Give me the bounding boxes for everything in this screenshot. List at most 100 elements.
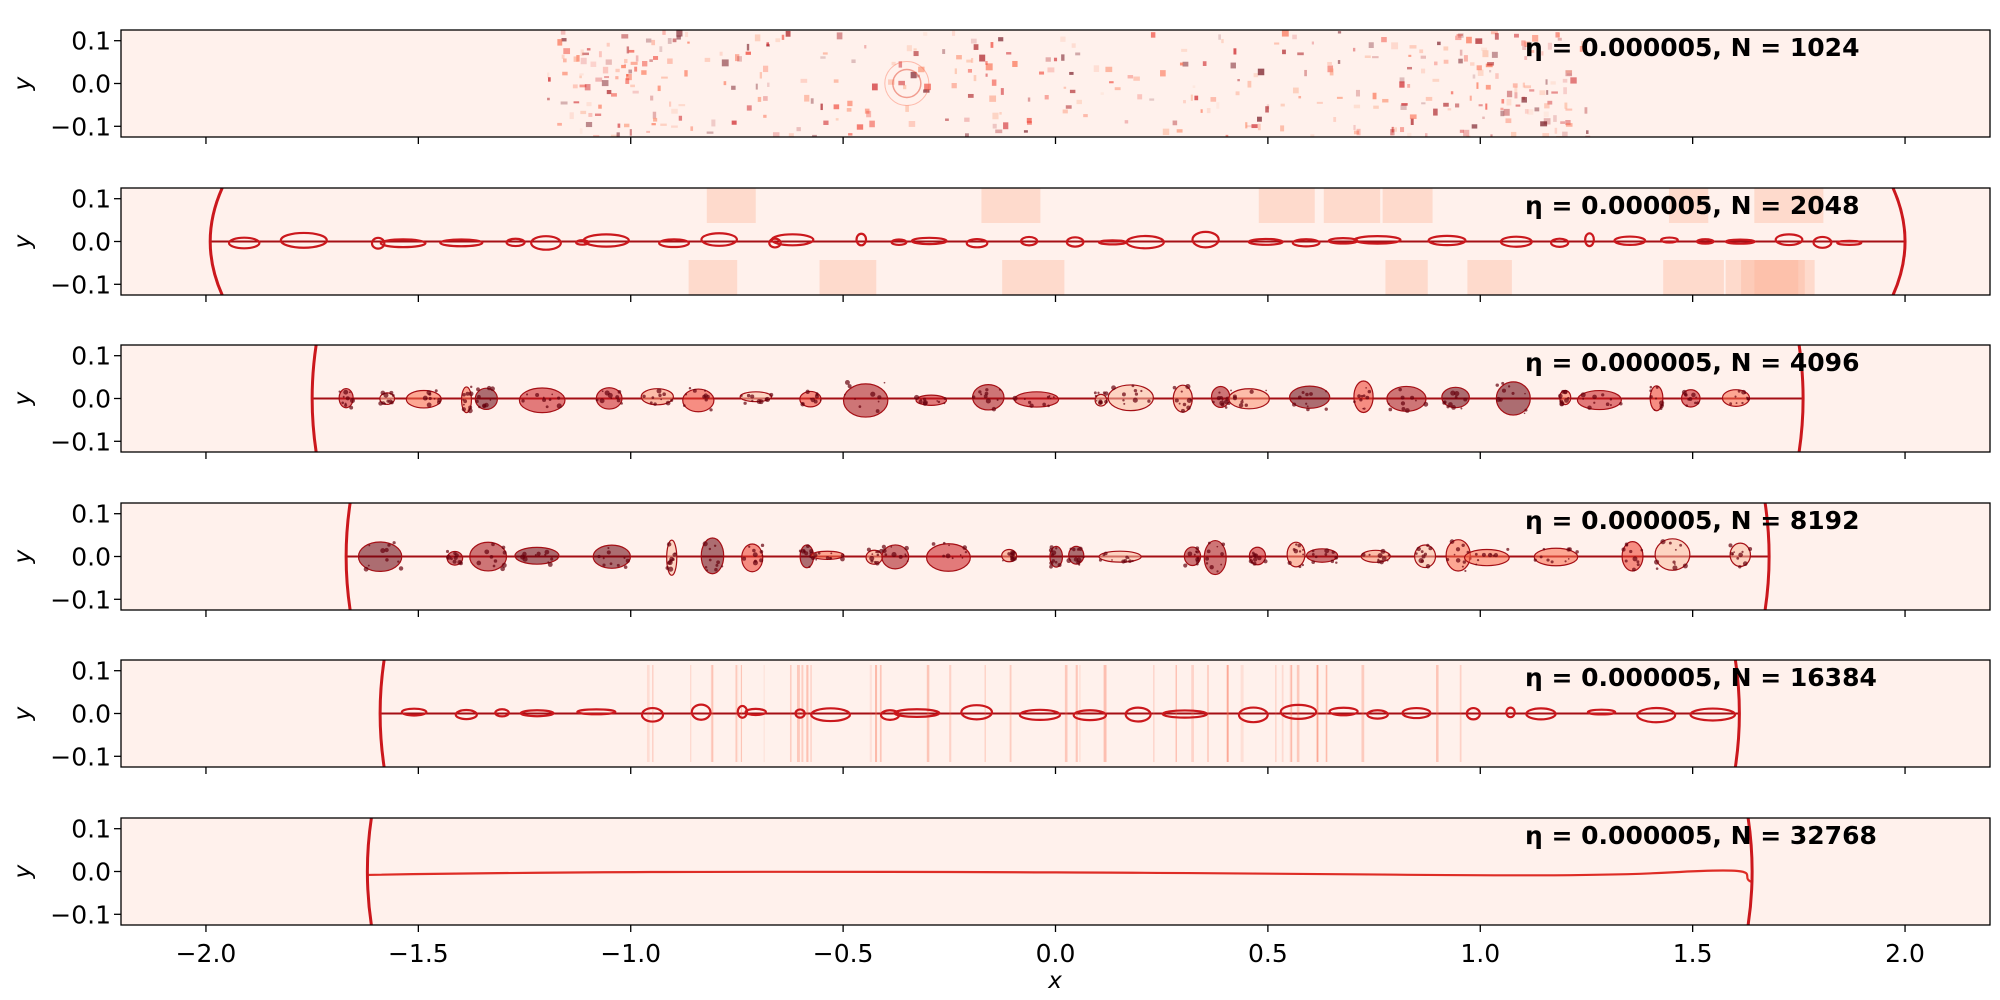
plasmoid-fleck [1567,547,1572,552]
plasmoid-fleck [1546,558,1550,562]
plasmoid-fleck [1220,552,1224,556]
noise-cell [1075,52,1081,56]
plasmoid-fleck [462,403,465,406]
plasmoid-fleck [653,402,657,406]
noise-cell [1421,102,1426,105]
noise-cell [1253,73,1259,78]
plasmoid-fleck [1640,548,1644,552]
plasmoid-fleck [1195,546,1200,551]
noise-cell [847,100,853,107]
noise-cell [646,130,651,133]
plasmoid-fleck [1102,391,1106,395]
plasmoid-fleck [1054,560,1058,564]
noise-cell [998,37,1004,42]
noise-cell [1245,122,1248,129]
noise-cell [810,98,814,104]
plasmoid-fleck [482,403,487,408]
plasmoid [474,387,498,411]
plasmoid-fleck [1624,559,1628,563]
plasmoid-fleck [985,388,989,392]
plasmoid-fleck [468,391,474,397]
plasmoid-fleck [599,398,605,404]
noise-cell [1482,50,1489,58]
noise-cell [964,133,969,137]
plasmoid [1125,234,1166,250]
plasmoid-fleck [398,566,404,571]
plasmoid-fleck [813,553,818,558]
noise-cell [746,43,750,51]
noise-cell [1433,108,1438,116]
noise-cell [684,70,688,77]
noise-cell [1532,34,1539,42]
plasmoid-fleck [542,396,545,399]
plasmoid-fleck [961,557,964,559]
plasmoid-fleck [1533,558,1537,562]
plasmoid-fleck [1302,553,1305,556]
plasmoid-fleck [810,397,816,403]
noise-cell [645,38,652,43]
plasmoid-fleck [1302,548,1304,551]
plasmoid-fleck [651,396,655,399]
noise-cell [1182,61,1189,67]
plasmoid-fleck [1524,408,1528,412]
panel-title: η = 0.000005, N = 8192 [1525,506,1859,535]
plasmoid-fleck [1359,398,1363,402]
noise-cell [1485,103,1488,110]
plasmoid-fleck [1123,402,1126,405]
plasmoid-fleck [759,558,764,563]
plasmoid [640,388,674,406]
plasmoid-fleck [383,392,389,398]
noise-cell [846,108,852,112]
plasmoid-fleck [467,408,473,414]
plasmoid [1072,709,1108,722]
plasmoid [1613,235,1647,246]
plasmoid-fleck [1460,407,1463,410]
noise-cell [1251,124,1258,129]
noise-cell [617,123,621,128]
noise-cell [898,61,903,68]
plasmoid-fleck [367,564,370,567]
noise-cell [719,51,723,56]
plasmoid-fleck [1679,543,1683,547]
noise-cell [594,113,602,116]
noise-cell [624,123,630,128]
plasmoid-fleck [1249,555,1253,559]
noise-cell [1282,49,1286,55]
noise-cell [1202,61,1207,66]
plasmoid-fleck [1729,402,1733,406]
plasmoid-fleck [610,397,613,400]
noise-cell [1133,76,1140,81]
noise-cell [590,61,597,67]
noise-cell [653,117,658,122]
noise-cell [1539,90,1546,96]
plasmoid [1695,238,1715,245]
plasmoid [505,237,526,248]
noise-cell [1310,134,1315,137]
noise-cell [1524,109,1529,114]
noise-cell [1476,65,1482,71]
plasmoid [1463,548,1510,567]
plasmoid-fleck [459,561,463,566]
noise-cell [1500,110,1505,117]
noise-cell [1506,90,1513,98]
plasmoid-fleck [1425,564,1431,569]
plasmoid-fleck [758,399,764,405]
plasmoid-fleck [1466,550,1470,554]
plasmoid-fleck [1206,549,1211,554]
noise-cell [671,125,678,128]
plasmoid [855,232,868,247]
plasmoid-fleck [760,543,765,547]
noise-cell [781,34,785,40]
plasmoid-fleck [1093,391,1097,395]
noise-cell [1466,36,1472,44]
plasmoid-fleck [1193,553,1196,556]
plasmoid-fleck [1695,396,1698,399]
noise-cell [913,51,919,57]
noise-cell [945,118,949,121]
plasmoid [965,237,989,249]
plasmoid-fleck [1592,394,1597,400]
noise-cell [1006,52,1012,55]
plasmoid-fleck [1301,390,1305,395]
plasmoid-fleck [1216,396,1221,401]
plasmoid-fleck [501,545,506,550]
